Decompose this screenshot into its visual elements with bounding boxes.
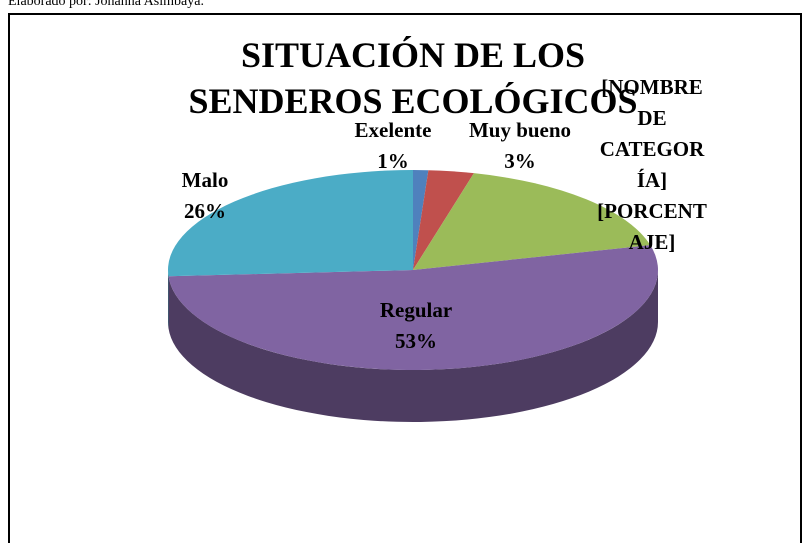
label-value: 1% xyxy=(328,146,458,177)
label-value: 26% xyxy=(145,196,265,227)
label-value: [PORCENTAJE] xyxy=(597,196,707,258)
label-name: Exelente xyxy=(328,115,458,146)
label-name: [NOMBRE DE CATEGORÍA] xyxy=(597,72,707,196)
label-name: Malo xyxy=(145,165,265,196)
label-name: Muy bueno xyxy=(450,115,590,146)
chart-title: SITUACIÓN DE LOS SENDEROS ECOLÓGICOS xyxy=(178,32,648,124)
label-value: 53% xyxy=(346,326,486,357)
data-label: [NOMBRE DE CATEGORÍA][PORCENTAJE] xyxy=(597,72,707,258)
label-name: Regular xyxy=(346,295,486,326)
label-value: 3% xyxy=(450,146,590,177)
